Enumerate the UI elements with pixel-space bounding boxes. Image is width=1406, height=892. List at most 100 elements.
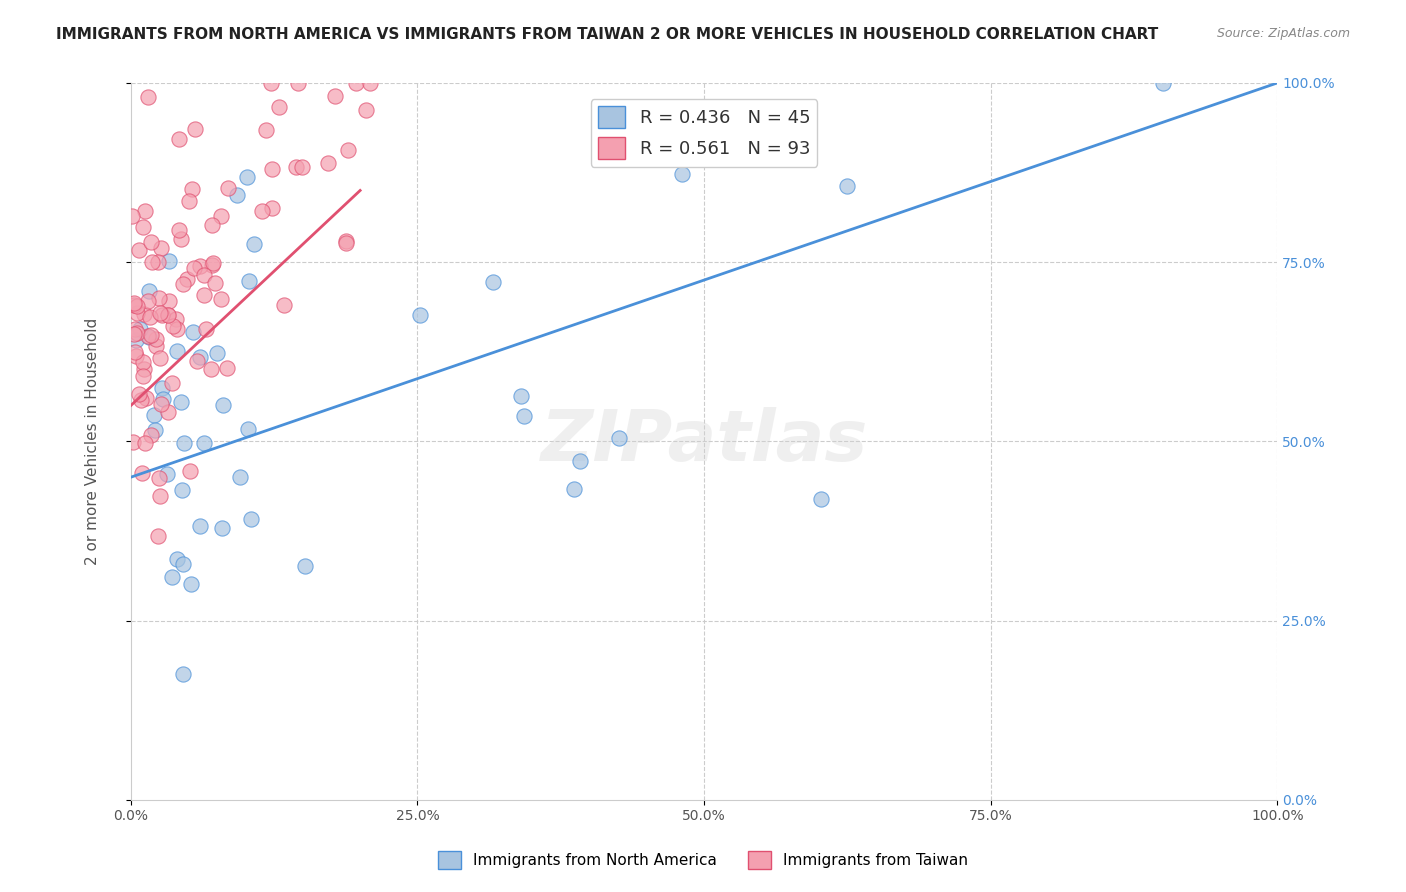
Immigrants from North America [562,483,585,497]
Immigrants from Taiwan [136,294,159,309]
Immigrants from North America [181,325,204,339]
Immigrants from Taiwan [179,465,201,479]
Immigrants from Taiwan [160,376,183,391]
Immigrants from North America [190,518,212,533]
Immigrants from North America [294,558,316,573]
Immigrants from Taiwan [209,209,232,223]
Immigrants from North America [173,435,195,450]
Immigrants from North America [166,551,188,566]
Immigrants from Taiwan [141,255,163,269]
Immigrants from Taiwan [202,256,225,270]
Immigrants from Taiwan [134,204,156,219]
Immigrants from North America [172,557,194,571]
Immigrants from Taiwan [128,387,150,401]
Immigrants from Taiwan [157,293,180,308]
Immigrants from Taiwan [316,156,339,170]
Immigrants from North America [229,470,252,484]
Immigrants from North America [172,667,194,681]
Immigrants from Taiwan [176,271,198,285]
Immigrants from North America [212,398,235,412]
Immigrants from North America [242,236,264,251]
Immigrants from Taiwan [157,405,180,419]
Immigrants from North America [607,431,630,445]
Text: Source: ZipAtlas.com: Source: ZipAtlas.com [1216,27,1350,40]
Y-axis label: 2 or more Vehicles in Household: 2 or more Vehicles in Household [86,318,100,565]
Immigrants from Taiwan [262,201,284,215]
Immigrants from North America [837,179,859,194]
Immigrants from North America [1152,76,1174,90]
Immigrants from Taiwan [344,76,367,90]
Immigrants from North America [143,408,166,422]
Immigrants from Taiwan [260,76,283,90]
Immigrants from North America [143,423,166,437]
Immigrants from Taiwan [217,361,239,376]
Immigrants from Taiwan [121,434,143,449]
Immigrants from North America [513,409,536,423]
Immigrants from Taiwan [180,182,202,196]
Immigrants from North America [239,512,262,526]
Immigrants from Taiwan [148,291,170,305]
Immigrants from Taiwan [149,241,172,255]
Immigrants from Taiwan [284,160,307,174]
Immigrants from Taiwan [135,391,157,405]
Immigrants from Taiwan [136,90,159,104]
Immigrants from Taiwan [200,361,222,376]
Immigrants from Taiwan [125,349,148,363]
Immigrants from Taiwan [183,260,205,275]
Immigrants from Taiwan [177,194,200,209]
Immigrants from North America [211,521,233,535]
Immigrants from North America [160,570,183,584]
Immigrants from Taiwan [134,436,156,450]
Immigrants from Taiwan [132,220,155,235]
Immigrants from Taiwan [152,308,174,322]
Text: ZIPatlas: ZIPatlas [540,407,868,475]
Immigrants from North America [510,389,533,403]
Immigrants from Taiwan [141,328,163,343]
Immigrants from North America [409,308,432,322]
Immigrants from North America [238,274,260,288]
Immigrants from Taiwan [157,308,180,322]
Immigrants from North America [225,188,247,202]
Immigrants from North America [170,394,193,409]
Immigrants from Taiwan [124,345,146,359]
Immigrants from Taiwan [136,328,159,343]
Immigrants from Taiwan [166,322,188,336]
Immigrants from Taiwan [354,103,377,117]
Immigrants from Taiwan [148,471,170,485]
Immigrants from Taiwan [204,276,226,290]
Immigrants from Taiwan [262,161,284,176]
Immigrants from Taiwan [122,298,145,312]
Immigrants from Taiwan [167,132,190,146]
Text: IMMIGRANTS FROM NORTH AMERICA VS IMMIGRANTS FROM TAIWAN 2 OR MORE VEHICLES IN HO: IMMIGRANTS FROM NORTH AMERICA VS IMMIGRA… [56,27,1159,42]
Immigrants from Taiwan [217,181,239,195]
Immigrants from Taiwan [250,203,273,218]
Immigrants from Taiwan [122,295,145,310]
Immigrants from North America [152,392,174,407]
Immigrants from Taiwan [149,306,172,320]
Immigrants from North America [125,333,148,347]
Immigrants from Taiwan [335,236,357,251]
Immigrants from North America [190,350,212,364]
Immigrants from Taiwan [148,489,170,503]
Immigrants from North America [569,454,592,468]
Immigrants from Taiwan [125,326,148,340]
Immigrants from North America [138,330,160,344]
Immigrants from Taiwan [145,339,167,353]
Immigrants from Taiwan [139,310,162,324]
Immigrants from Taiwan [129,393,152,408]
Immigrants from North America [157,254,180,268]
Immigrants from Taiwan [139,427,162,442]
Immigrants from Taiwan [201,258,224,272]
Immigrants from North America [810,491,832,506]
Immigrants from Taiwan [128,243,150,257]
Immigrants from Taiwan [291,160,314,174]
Immigrants from Taiwan [121,209,143,223]
Immigrants from Taiwan [170,232,193,246]
Immigrants from North America [671,167,693,181]
Immigrants from Taiwan [132,369,155,384]
Immigrants from Taiwan [134,307,156,321]
Immigrants from Taiwan [127,306,149,320]
Immigrants from Taiwan [149,397,172,411]
Immigrants from Taiwan [146,254,169,268]
Immigrants from Taiwan [167,222,190,236]
